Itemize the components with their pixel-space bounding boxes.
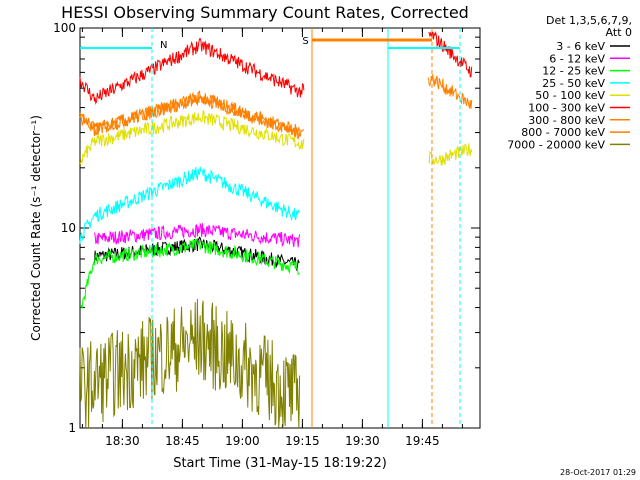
legend-header: Det 1,3,5,6,7,9, [546, 14, 632, 27]
series-line-1 [93, 222, 301, 248]
series-line-8 [79, 298, 301, 429]
legend-entry-label: 12 - 25 keV [542, 65, 605, 78]
series-line-6 [79, 74, 473, 140]
chart-title: HESSI Observing Summary Count Rates, Cor… [61, 3, 469, 22]
x-tick-label: 19:45 [405, 434, 440, 448]
legend-entry-label: 50 - 100 keV [535, 89, 605, 102]
legend-entry-label: 800 - 7000 keV [521, 126, 605, 139]
legend-entry-label: 300 - 800 keV [528, 114, 605, 127]
series-line-3 [79, 166, 300, 244]
legend-entry-label: 100 - 300 keV [528, 102, 605, 115]
series-line-2 [79, 238, 300, 309]
legend-entry-label: 25 - 50 keV [542, 77, 605, 90]
night-marker-label: N [160, 40, 167, 51]
legend-entry-label: 3 - 6 keV [556, 40, 605, 53]
y-tick-label: 10 [61, 221, 76, 235]
x-tick-label: 18:30 [105, 434, 140, 448]
saa-marker-label: S [302, 36, 308, 47]
x-axis: 18:30 18:45 19:00 19:15 19:30 19:45 [81, 28, 463, 448]
x-tick-label: 18:45 [165, 434, 200, 448]
series-line-7 [79, 92, 301, 138]
x-tick-label: 19:00 [225, 434, 260, 448]
x-tick-label: 19:15 [285, 434, 320, 448]
series-layer [79, 30, 473, 429]
series-line-5 [79, 30, 473, 105]
y-axis: 1 10 100 [53, 21, 480, 435]
x-tick-label: 19:30 [345, 434, 380, 448]
series-line-4 [79, 110, 473, 166]
y-axis-label: Corrected Count Rate (s⁻¹ detector⁻¹) [29, 115, 43, 341]
x-axis-label: Start Time (31-May-15 18:19:22) [173, 456, 387, 471]
legend-entry-label: 7000 - 20000 keV [507, 138, 605, 151]
legend-header: Att 0 [606, 26, 632, 39]
y-tick-label: 1 [68, 421, 76, 435]
footer-timestamp: 28-Oct-2017 01:29 [560, 468, 636, 477]
legend-entry-label: 6 - 12 keV [549, 52, 605, 65]
y-tick-label: 100 [53, 21, 76, 35]
